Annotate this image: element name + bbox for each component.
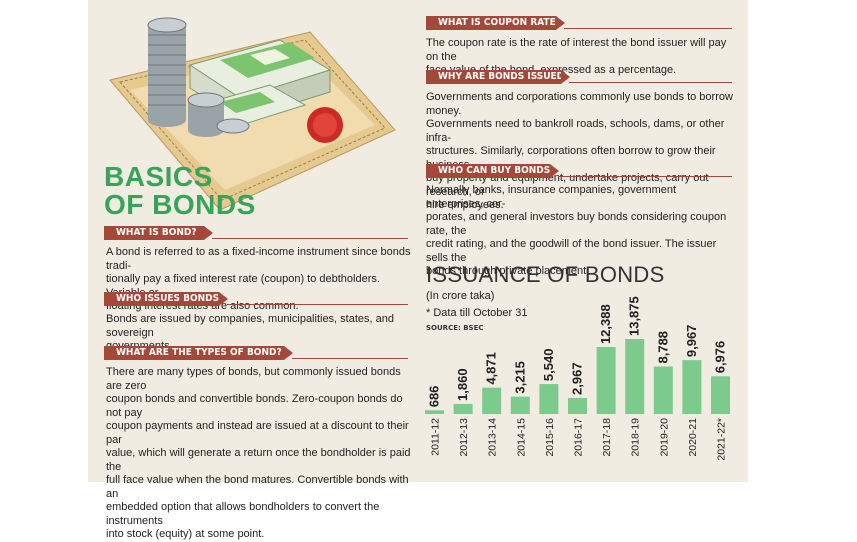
- bar-chart: 686 2011-12 1,860 2012-13 4,871 2013-14 3,215 2…: [425, 296, 730, 461]
- category-label-2018-19: 2018-19: [630, 418, 642, 457]
- bar-2018-19: [625, 339, 645, 414]
- category-label-2016-17: 2016-17: [573, 418, 585, 457]
- bonds-illustration: [109, 17, 396, 211]
- section-header-coupon-rate: WHAT IS COUPON RATE?: [426, 16, 565, 30]
- money-stack-image: [188, 39, 332, 128]
- section-header-why-issued: WHY ARE BONDS ISSUED?: [426, 70, 570, 84]
- category-label-2011-12: 2011-12: [430, 418, 442, 456]
- value-label-2012-13: 1,860: [455, 368, 470, 401]
- section-rule: [564, 28, 732, 29]
- category-label-2017-18: 2017-18: [601, 418, 613, 457]
- category-label-2020-21: 2020-21: [687, 418, 699, 457]
- section-rule: [569, 82, 732, 83]
- chart-source: SOURCE: BSEC: [426, 324, 484, 332]
- bar-2013-14: [482, 387, 502, 414]
- headline-line-2: OF BONDS: [104, 189, 256, 220]
- section-header-who-can-buy: WHO CAN BUY BONDS?: [426, 164, 559, 178]
- who-can-buy-text: Normally banks, insurance companies, gov…: [426, 184, 727, 277]
- value-label-2017-18: 12,388: [598, 304, 613, 344]
- bar-2019-20: [653, 366, 673, 414]
- bar-2020-21: [682, 360, 702, 414]
- section-header-who-issues: WHO ISSUES BONDS?: [104, 292, 228, 306]
- section-header-types: WHAT ARE THE TYPES OF BOND?: [104, 346, 293, 360]
- value-label-2016-17: 2,967: [570, 362, 585, 395]
- bar-2011-12: [425, 410, 444, 414]
- value-label-2020-21: 9,967: [684, 325, 699, 358]
- bar-2021-22*: [711, 376, 730, 414]
- bar-2015-16: [539, 384, 559, 414]
- value-label-2014-15: 3,215: [512, 361, 527, 394]
- section-header-what-is-bond: WHAT IS BOND?: [104, 226, 213, 240]
- value-label-2013-14: 4,871: [484, 352, 499, 385]
- chart-title: ISSUANCE OF BONDS: [426, 262, 665, 287]
- section-rule: [292, 358, 408, 359]
- bar-2017-18: [596, 347, 616, 414]
- value-label-2019-20: 8,788: [655, 331, 670, 364]
- headline-line-1: BASICS: [104, 161, 213, 192]
- coin-stack-image: [147, 17, 250, 137]
- category-label-2019-20: 2019-20: [658, 418, 670, 457]
- bar-2014-15: [510, 396, 530, 414]
- value-label-2015-16: 5,540: [541, 349, 556, 382]
- bar-2012-13: [453, 403, 473, 414]
- chart-note: * Data till October 31: [426, 307, 528, 319]
- section-rule: [558, 176, 732, 177]
- section-rule: [212, 238, 408, 239]
- value-label-2011-12: 686: [427, 386, 442, 408]
- category-label-2021-22*: 2021-22*: [716, 418, 728, 461]
- value-label-2021-22*: 6,976: [713, 341, 728, 374]
- chart-subtitle: (In crore taka): [426, 290, 495, 302]
- category-label-2015-16: 2015-16: [544, 418, 556, 457]
- section-rule: [227, 304, 408, 305]
- category-label-2014-15: 2014-15: [515, 418, 527, 457]
- category-label-2012-13: 2012-13: [458, 418, 470, 457]
- value-label-2018-19: 13,875: [627, 296, 642, 336]
- bar-2016-17: [568, 397, 587, 414]
- category-label-2013-14: 2013-14: [487, 418, 499, 457]
